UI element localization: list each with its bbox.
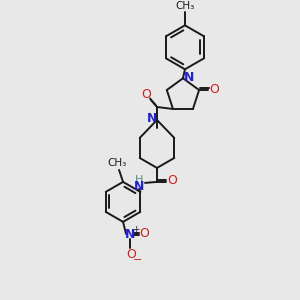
Text: H: H	[135, 175, 143, 185]
Text: O: O	[167, 174, 177, 188]
Text: N: N	[184, 71, 194, 84]
Text: CH₃: CH₃	[175, 2, 195, 11]
Text: N: N	[134, 180, 144, 194]
Text: CH₃: CH₃	[107, 158, 127, 168]
Text: N: N	[125, 228, 135, 241]
Text: +: +	[132, 225, 140, 234]
Text: O: O	[126, 248, 136, 261]
Text: O: O	[141, 88, 151, 100]
Text: O: O	[139, 227, 149, 240]
Text: −: −	[133, 255, 143, 265]
Text: N: N	[147, 112, 157, 125]
Text: O: O	[209, 82, 219, 95]
